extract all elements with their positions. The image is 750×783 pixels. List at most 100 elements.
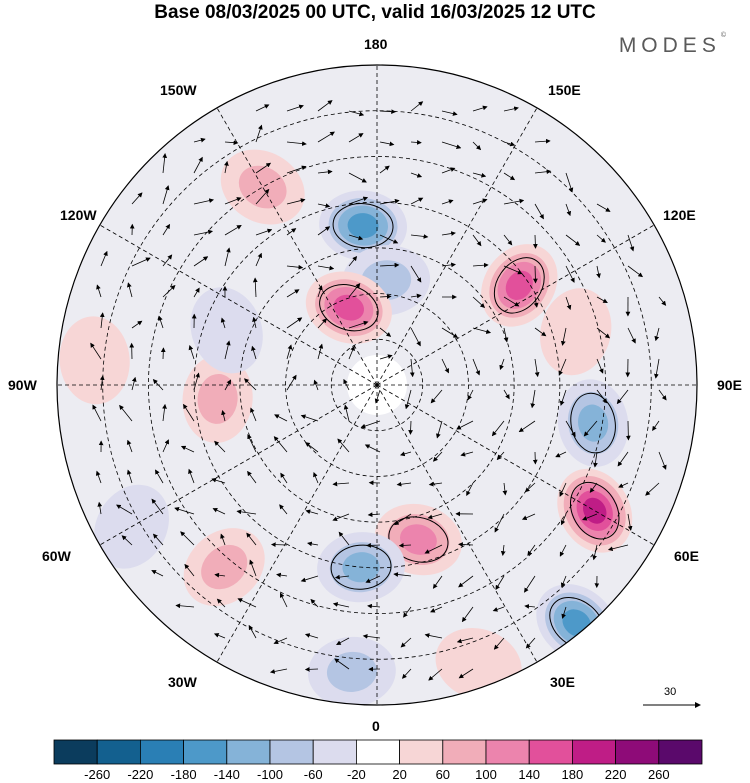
- wind-arrow: [96, 284, 102, 298]
- meridian-line: [376, 107, 538, 386]
- wind-arrow: [211, 477, 226, 484]
- wind-arrow: [280, 472, 288, 484]
- anomaly-contour: [201, 544, 248, 590]
- wind-arrow: [596, 203, 611, 212]
- wind-arrow: [221, 410, 226, 422]
- wind-arrow: [441, 358, 449, 374]
- colorbar-tick-label: 260: [647, 767, 670, 782]
- wind-arrow: [503, 141, 516, 147]
- wind-arrow: [503, 265, 523, 275]
- wind-arrow: [565, 420, 576, 437]
- label-120w: 120W: [60, 207, 97, 223]
- wind-arrow: [188, 468, 195, 484]
- wind-arrow: [250, 407, 257, 422]
- wind-arrow: [188, 344, 195, 360]
- wind-arrow: [493, 637, 505, 650]
- wind-arrow: [131, 320, 143, 329]
- wind-arrow: [286, 141, 307, 146]
- wind-arrow: [348, 282, 361, 298]
- wind-arrow: [252, 316, 257, 329]
- wind-arrow: [460, 451, 474, 457]
- wind-arrow: [162, 185, 170, 205]
- wind-arrow: [162, 439, 169, 453]
- wind-arrow: [582, 513, 598, 521]
- wind-arrow: [162, 223, 171, 236]
- wind-arrow: [224, 225, 242, 236]
- wind-arrow: [495, 575, 505, 591]
- wind-arrow: [236, 509, 257, 515]
- map-boundary: [56, 64, 698, 706]
- wind-arrow: [155, 469, 164, 484]
- colorbar-swatch: [226, 739, 271, 765]
- wind-arrow: [472, 141, 482, 151]
- wind-arrow: [565, 172, 574, 193]
- copyright-icon: ©: [720, 32, 726, 39]
- wind-arrow: [300, 575, 319, 583]
- wind-arrow: [332, 602, 350, 608]
- wind-arrow: [224, 340, 231, 360]
- wind-arrow: [530, 389, 536, 409]
- meridian-line: [376, 224, 655, 386]
- wind-arrow: [396, 481, 412, 487]
- wind-arrow: [467, 389, 474, 401]
- wind-arrow: [441, 199, 454, 205]
- wind-arrow: [249, 559, 257, 577]
- wind-arrow: [534, 203, 544, 220]
- wind-arrow: [432, 575, 443, 589]
- colorbar-swatch: [572, 739, 617, 765]
- wind-arrow: [348, 255, 358, 267]
- colorbar-swatch: [96, 739, 141, 765]
- wind-vectors: [90, 100, 667, 681]
- label-30w: 30W: [168, 674, 197, 690]
- meridian-line: [376, 384, 655, 546]
- colorbar-tick-label: -100: [256, 767, 284, 782]
- wind-arrow: [534, 327, 547, 337]
- label-120e: 120E: [663, 207, 696, 223]
- label-30e: 30E: [550, 674, 575, 690]
- wind-arrow: [193, 256, 209, 267]
- colorbar: [53, 739, 703, 765]
- colorbar-tick-label: 60: [435, 767, 451, 782]
- wind-arrow: [559, 389, 567, 406]
- wind-arrow: [151, 570, 164, 577]
- wind-arrow: [317, 318, 328, 329]
- wind-arrow: [521, 513, 536, 520]
- wind-arrow: [300, 414, 319, 422]
- wind-arrow: [472, 198, 488, 205]
- wind-arrow: [503, 234, 513, 246]
- wind-arrow: [472, 105, 488, 112]
- wind-arrow: [180, 445, 195, 453]
- wind-arrow: [255, 228, 273, 236]
- wind-arrow: [317, 100, 333, 112]
- height-contour: [330, 544, 392, 590]
- wind-arrow: [410, 172, 423, 178]
- wind-arrow: [247, 434, 257, 453]
- colorbar-swatch: [269, 739, 314, 765]
- colorbar-swatch: [615, 739, 660, 765]
- wind-arrow: [404, 389, 412, 410]
- wind-arrow: [654, 358, 660, 379]
- wind-arrow: [193, 287, 200, 298]
- colorbar-tick-label: -60: [303, 767, 323, 782]
- wind-arrow: [410, 265, 422, 283]
- wind-arrow: [286, 165, 307, 174]
- wind-arrow: [400, 637, 412, 648]
- height-contour: [569, 482, 620, 540]
- label-150w: 150W: [160, 82, 197, 98]
- wind-arrow: [212, 508, 226, 515]
- colorbar-swatch: [442, 739, 487, 765]
- wind-arrow: [334, 658, 350, 670]
- wind-arrow: [492, 606, 505, 612]
- wind-arrow: [496, 451, 505, 461]
- wind-arrow: [441, 327, 459, 338]
- wind-arrow: [527, 544, 536, 556]
- wind-arrow: [248, 624, 257, 639]
- wind-arrow: [379, 165, 390, 174]
- wind-arrow: [126, 439, 133, 453]
- label-60e: 60E: [674, 548, 699, 564]
- colorbar-swatch: [355, 739, 400, 765]
- height-contour: [493, 257, 545, 314]
- wind-arrow: [348, 234, 364, 241]
- wind-arrow: [286, 198, 306, 205]
